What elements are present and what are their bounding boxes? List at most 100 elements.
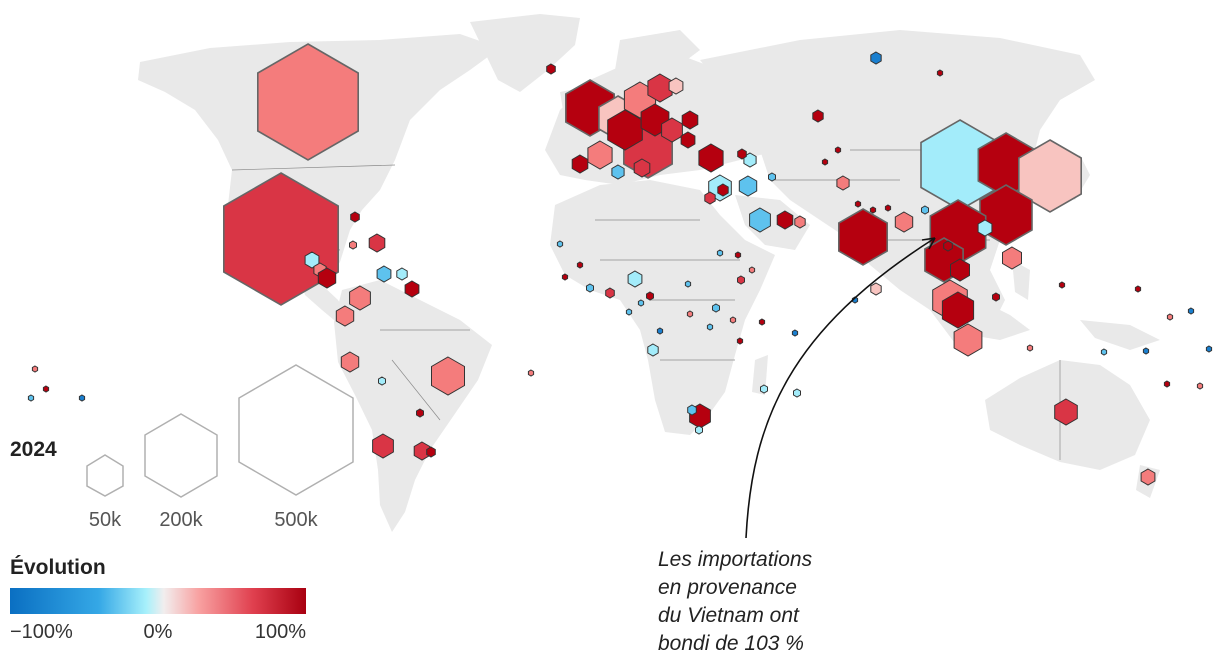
- country-hexagon: [256, 43, 360, 161]
- size-legend-label-large: 500k: [274, 509, 318, 531]
- country-hexagon: [413, 441, 431, 461]
- country-hexagon: [695, 425, 703, 435]
- country-hexagon: [684, 280, 692, 288]
- country-hexagon: [758, 318, 766, 326]
- country-hexagon: [1142, 347, 1150, 355]
- country-hexagon: [943, 240, 953, 252]
- color-legend-label-min: −100%: [10, 621, 73, 643]
- country-hexagon: [350, 211, 360, 223]
- country-hexagon: [791, 329, 799, 337]
- country-hexagon: [716, 249, 724, 257]
- country-hexagon: [979, 184, 1033, 246]
- country-hexagon: [736, 337, 744, 345]
- country-hexagon: [27, 394, 35, 402]
- country-hexagon: [749, 207, 771, 233]
- size-legend: 2024 50k 200k 500k: [10, 364, 354, 531]
- country-hexagon: [396, 267, 408, 281]
- country-hexagon: [921, 205, 929, 215]
- greenland-land: [470, 14, 580, 92]
- new-guinea-land: [1080, 320, 1160, 350]
- country-hexagon: [706, 323, 714, 331]
- country-hexagon: [748, 266, 756, 274]
- country-hexagon: [586, 283, 594, 293]
- country-hexagon: [647, 343, 659, 357]
- country-hexagon: [1017, 139, 1082, 213]
- country-hexagon: [717, 183, 729, 197]
- north-america-land: [138, 34, 500, 288]
- country-hexagon: [340, 351, 360, 373]
- color-legend-title: Évolution: [10, 556, 106, 579]
- country-hexagon: [768, 172, 776, 182]
- country-hexagon: [681, 110, 699, 130]
- color-legend: Évolution −100% 0% 100%: [10, 556, 306, 643]
- south-america-land: [334, 280, 492, 532]
- country-hexagon: [546, 63, 556, 75]
- country-hexagon: [668, 77, 684, 95]
- country-hexagon: [869, 206, 877, 214]
- country-hexagon: [686, 310, 694, 318]
- country-hexagon: [953, 323, 983, 357]
- country-hexagon: [737, 148, 747, 160]
- country-hexagon: [1100, 348, 1108, 356]
- country-hexagon: [884, 204, 892, 212]
- annotation-arrow: [745, 237, 936, 539]
- country-hexagon: [368, 233, 386, 253]
- country-hexagon: [1166, 313, 1174, 321]
- country-hexagon: [627, 270, 643, 288]
- country-hexagon: [1205, 345, 1213, 353]
- color-legend-label-mid: 0%: [144, 621, 173, 643]
- country-hexagon: [992, 292, 1000, 302]
- country-hexagon: [633, 158, 651, 178]
- country-hexagon: [587, 140, 613, 170]
- country-hexagon: [426, 446, 436, 458]
- annotation-line-4: bondi de 103 %: [658, 632, 804, 654]
- vietnam-annotation: Les importations en provenance du Vietna…: [658, 546, 898, 654]
- country-hexagon: [977, 219, 993, 237]
- country-hexagon: [738, 175, 758, 197]
- country-hexagon: [737, 275, 745, 285]
- country-hexagon: [687, 404, 697, 416]
- size-legend-hex-large: [238, 364, 354, 496]
- country-hexagon: [794, 215, 806, 229]
- country-hexagon: [561, 273, 569, 281]
- africa-land: [550, 180, 775, 435]
- country-hexagon: [1163, 380, 1171, 388]
- country-hexagon: [527, 369, 535, 377]
- country-hexagon: [42, 385, 50, 393]
- country-hexagon: [1134, 285, 1142, 293]
- country-hexagon: [712, 303, 720, 313]
- country-hexagon: [611, 164, 625, 180]
- country-hexagon: [372, 433, 394, 459]
- country-hexagon: [836, 175, 850, 191]
- country-hexagon: [576, 261, 584, 269]
- country-hexagon: [812, 109, 824, 123]
- country-hexagon: [837, 208, 889, 266]
- size-legend-title: 2024: [10, 438, 57, 461]
- country-hexagon: [1058, 281, 1066, 289]
- country-hexagon: [376, 265, 392, 283]
- color-legend-gradient-bar: [10, 588, 306, 614]
- size-legend-hex-medium: [144, 413, 218, 498]
- arabia-land: [735, 195, 810, 250]
- country-hexagon: [950, 258, 970, 282]
- country-hexagon: [698, 143, 724, 173]
- country-hexagon: [680, 131, 696, 149]
- country-hexagon: [625, 308, 633, 316]
- size-legend-label-medium: 200k: [159, 509, 203, 531]
- country-hexagon: [335, 305, 355, 327]
- country-hexagon: [656, 327, 664, 335]
- country-hexagon: [378, 376, 386, 386]
- country-hexagon: [1187, 307, 1195, 315]
- country-hexagon: [760, 384, 768, 394]
- country-hexagon: [793, 388, 801, 398]
- country-hexagon: [431, 356, 465, 396]
- country-hexagon: [317, 267, 337, 289]
- country-hexagon: [870, 282, 882, 296]
- color-legend-label-max: 100%: [255, 621, 306, 643]
- country-hexagon: [729, 316, 737, 324]
- country-hexagon: [821, 158, 829, 166]
- country-hexagon: [605, 287, 615, 299]
- country-hexagon: [349, 240, 357, 250]
- country-hexagon: [936, 69, 944, 77]
- country-hexagon: [223, 172, 340, 306]
